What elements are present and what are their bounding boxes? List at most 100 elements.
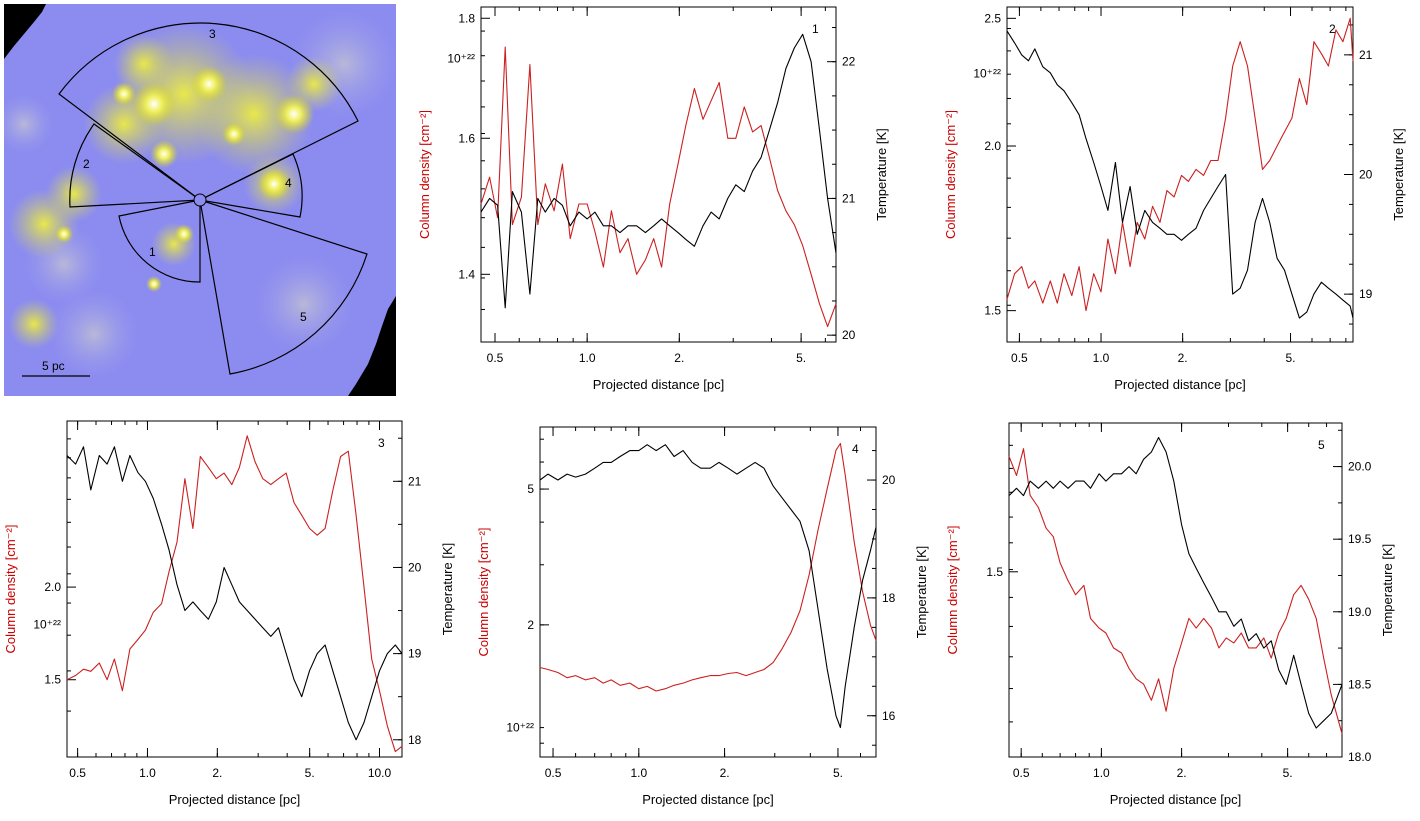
x-tick-label: 10.0	[368, 766, 392, 780]
x-tick-label: 0.5	[1013, 766, 1030, 780]
x-tick-label: 0.5	[69, 766, 86, 780]
left-tick-label: 2.5	[984, 11, 1001, 25]
x-tick-label: 1.0	[579, 351, 596, 365]
right-tick-label: 21	[408, 474, 422, 488]
emission-blob	[112, 82, 136, 106]
panel-number: 4	[852, 442, 859, 456]
emission-blob	[9, 299, 59, 349]
column-density-line	[539, 442, 877, 692]
profile-plot-2: 0.5 1.0 2. 5. 1.5 2.0 2.5 10⁺²² 19 20 21 2 Projected…	[940, 0, 1418, 400]
wedge-label-4: 4	[285, 176, 292, 190]
plot-frame	[1008, 422, 1343, 758]
emission-blob	[114, 34, 174, 94]
wedge-2	[69, 123, 202, 208]
profile-plot-5: 0.5 1.0 2. 5. 1.5 18.0 18.5 19.0 19.5 20.0 5 Projec…	[942, 412, 1418, 821]
x-axis-title: Projected distance [pc]	[642, 792, 774, 807]
right-tick-label: 20	[408, 560, 422, 574]
wedge-label-3: 3	[209, 27, 216, 41]
profile-plot-1: 0.5 1.0 2. 5. 1.4 1.6 1.8 10⁺²² 20 21 22 1 Projected…	[417, 0, 900, 400]
x-tick-label: 2.	[212, 766, 222, 780]
right-tick-label: 19.5	[1348, 532, 1372, 546]
right-tick-label: 20	[842, 328, 856, 342]
x-tick-label: 1.0	[1093, 351, 1110, 365]
profile-plot-3: 0.5 1.0 2. 5. 10.0 1.5 2.0 10⁺²² 18 19 20 21 3 Projec…	[0, 412, 455, 821]
x-tick-label: 0.5	[545, 766, 562, 780]
left-tick-label: 5	[527, 482, 534, 496]
column-density-line	[480, 46, 837, 328]
right-tick-label: 18	[882, 591, 896, 605]
x-axis-title: Projected distance [pc]	[169, 792, 301, 807]
map-emission	[4, 9, 396, 379]
emission-blob	[222, 122, 246, 146]
x-axis-title: Projected distance [pc]	[1114, 377, 1246, 392]
emission-blob	[146, 276, 162, 292]
panel-number: 1	[812, 22, 819, 36]
right-tick-label: 16	[882, 709, 896, 723]
x-tick-label: 5.	[1286, 351, 1296, 365]
column-density-line	[1006, 17, 1354, 312]
left-tick-label: 1.6	[458, 131, 475, 145]
left-tick-label: 2.0	[44, 580, 61, 594]
x-tick-label: 5.	[833, 766, 843, 780]
wedge-4	[198, 153, 303, 218]
left-axis-title: Column density [cm⁻²]	[3, 525, 18, 654]
emission-blob	[191, 66, 227, 102]
no-data-corner-bottom-right	[348, 296, 396, 396]
right-tick-label: 18.5	[1348, 677, 1372, 691]
left-tick-label: 1.5	[44, 673, 61, 687]
left-tick-label: 1.5	[984, 304, 1001, 318]
emission-blob	[274, 94, 314, 134]
x-tick-label: 2.	[1178, 351, 1188, 365]
x-tick-label: 1.0	[630, 766, 647, 780]
right-tick-label: 20.0	[1348, 460, 1372, 474]
right-tick-label: 20	[882, 473, 896, 487]
emission-blob	[254, 254, 354, 354]
plot-frame	[539, 426, 877, 758]
right-tick-label: 19	[1359, 287, 1373, 301]
x-tick-label: 2.	[720, 766, 730, 780]
left-tick-label: 2.0	[984, 139, 1001, 153]
chart-svg-1: 0.5 1.0 2. 5. 1.4 1.6 1.8 10⁺²² 20 21 22 1 Projected…	[417, 6, 889, 392]
left-axis-exponent: 10⁺²²	[33, 618, 61, 632]
scale-bar-label: 5 pc	[42, 359, 65, 373]
x-tick-label: 1.0	[139, 766, 156, 780]
right-tick-label: 21	[1359, 48, 1373, 62]
right-tick-label: 19	[408, 647, 422, 661]
plot-frame	[480, 6, 837, 343]
x-axis-title: Projected distance [pc]	[593, 377, 725, 392]
left-axis-title: Column density [cm⁻²]	[943, 110, 958, 239]
emission-blob	[49, 289, 139, 379]
left-tick-label: 1.8	[458, 11, 475, 25]
right-tick-label: 21	[842, 191, 856, 205]
right-tick-label: 18	[408, 733, 422, 747]
temperature-line	[1008, 436, 1343, 729]
column-density-line	[66, 435, 403, 753]
left-tick-label: 1.5	[986, 565, 1003, 579]
wedge-1	[118, 199, 201, 283]
wedge-5	[199, 199, 368, 375]
plot-frame	[66, 420, 403, 758]
x-tick-label: 5.	[796, 351, 806, 365]
chart-svg-5: 0.5 1.0 2. 5. 1.5 18.0 18.5 19.0 19.5 20.0 5 Projec…	[945, 422, 1395, 807]
temperature-line	[1006, 30, 1354, 319]
left-axis-exponent: 10⁺²²	[447, 52, 475, 66]
profile-plot-4: 0.5 1.0 2. 5. 2 5 10⁺²² 16 18 20 4 Projected distan…	[466, 412, 936, 821]
wedge-labels: 1 2 3 4 5	[83, 27, 307, 324]
chart-svg-3: 0.5 1.0 2. 5. 10.0 1.5 2.0 10⁺²² 18 19 20 21 3 Projec…	[3, 420, 455, 807]
emission-blob	[132, 82, 176, 126]
right-tick-label: 19.0	[1348, 605, 1372, 619]
emission-blob	[4, 94, 54, 154]
panel-number: 5	[1318, 438, 1325, 452]
right-tick-label: 22	[842, 55, 856, 69]
x-tick-label: 5.	[305, 766, 315, 780]
emission-blob	[150, 140, 178, 168]
left-axis-exponent: 10⁺²²	[973, 67, 1001, 81]
left-tick-label: 1.4	[458, 267, 475, 281]
x-tick-label: 2.	[674, 351, 684, 365]
plot-frame	[1006, 6, 1354, 343]
panel-number: 2	[1329, 22, 1336, 36]
left-axis-title: Column density [cm⁻²]	[417, 110, 432, 239]
wedge-label-1: 1	[149, 245, 156, 259]
wedge-outlines	[58, 22, 368, 375]
right-axis-title: Temperature [K]	[874, 128, 889, 221]
